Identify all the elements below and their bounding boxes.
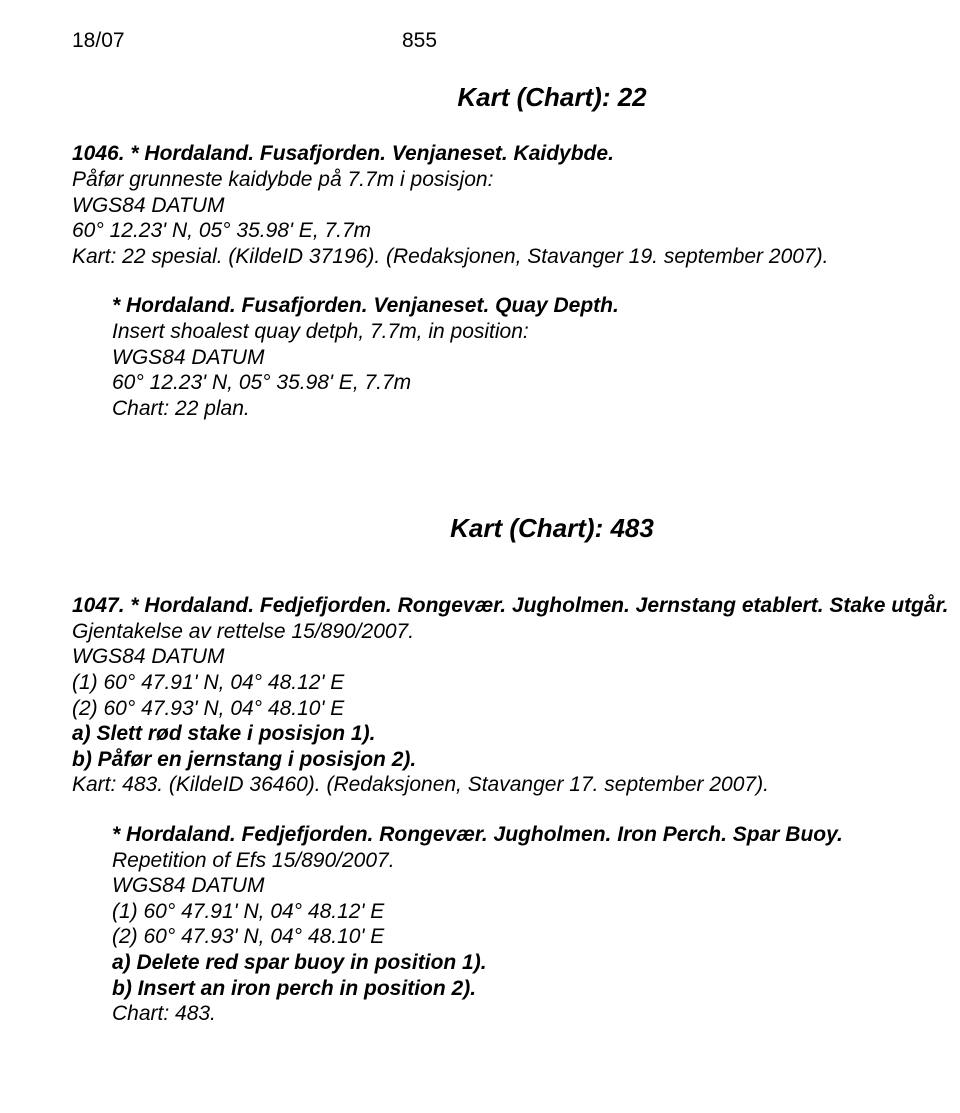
entry-title: * Hordaland. Fedjefjorden. Rongevær. Jug…: [130, 594, 948, 617]
entry-1046-norwegian: 1046. * Hordaland. Fusafjorden. Venjanes…: [72, 141, 960, 269]
nor-coords: 60° 12.23' N, 05° 35.98' E, 7.7m: [72, 218, 960, 244]
nor-instruction: Påfør grunneste kaidybde på 7.7m i posis…: [72, 167, 960, 193]
nor-action-a: a) Slett rød stake i posisjon 1).: [72, 721, 960, 747]
entry-number: 1047.: [72, 594, 125, 617]
page-header: 18/07 855: [72, 28, 960, 54]
nor-source: Kart: 483. (KildeID 36460). (Redaksjonen…: [72, 772, 960, 798]
nor-repeat: Gjentakelse av rettelse 15/890/2007.: [72, 619, 960, 645]
nor-source: Kart: 22 spesial. (KildeID 37196). (Reda…: [72, 244, 960, 270]
nor-datum: WGS84 DATUM: [72, 193, 960, 219]
nor-action-b: b) Påfør en jernstang i posisjon 2).: [72, 747, 960, 773]
entry-1046: 1046. * Hordaland. Fusafjorden. Venjanes…: [72, 141, 960, 421]
header-left: 18/07: [72, 28, 402, 54]
header-right: 855: [402, 28, 437, 54]
eng-chart: Chart: 22 plan.: [112, 396, 960, 422]
nor-c1: (1) 60° 47.91' N, 04° 48.12' E: [72, 670, 960, 696]
chart-title-483: Kart (Chart): 483: [72, 513, 960, 545]
eng-c1: (1) 60° 47.91' N, 04° 48.12' E: [112, 899, 960, 925]
entry-1047-english: * Hordaland. Fedjefjorden. Rongevær. Jug…: [72, 822, 960, 1027]
entry-title: * Hordaland. Fusafjorden. Venjaneset. Ka…: [130, 142, 614, 165]
entry-1047-norwegian: 1047. * Hordaland. Fedjefjorden. Rongevæ…: [72, 593, 960, 798]
eng-title: * Hordaland. Fedjefjorden. Rongevær. Jug…: [112, 822, 960, 848]
eng-c2: (2) 60° 47.93' N, 04° 48.10' E: [112, 924, 960, 950]
nor-c2: (2) 60° 47.93' N, 04° 48.10' E: [72, 696, 960, 722]
entry-number: 1046.: [72, 142, 125, 165]
eng-action-a: a) Delete red spar buoy in position 1).: [112, 950, 960, 976]
entry-1047: 1047. * Hordaland. Fedjefjorden. Rongevæ…: [72, 593, 960, 1027]
nor-datum: WGS84 DATUM: [72, 644, 960, 670]
eng-coords: 60° 12.23' N, 05° 35.98' E, 7.7m: [112, 370, 960, 396]
eng-instruction: Insert shoalest quay detph, 7.7m, in pos…: [112, 319, 960, 345]
eng-action-b: b) Insert an iron perch in position 2).: [112, 976, 960, 1002]
chart-title-22: Kart (Chart): 22: [72, 82, 960, 114]
eng-datum: WGS84 DATUM: [112, 873, 960, 899]
eng-datum: WGS84 DATUM: [112, 345, 960, 371]
entry-1046-english: * Hordaland. Fusafjorden. Venjaneset. Qu…: [72, 293, 960, 421]
eng-repeat: Repetition of Efs 15/890/2007.: [112, 848, 960, 874]
eng-title: * Hordaland. Fusafjorden. Venjaneset. Qu…: [112, 293, 960, 319]
eng-chart: Chart: 483.: [112, 1001, 960, 1027]
